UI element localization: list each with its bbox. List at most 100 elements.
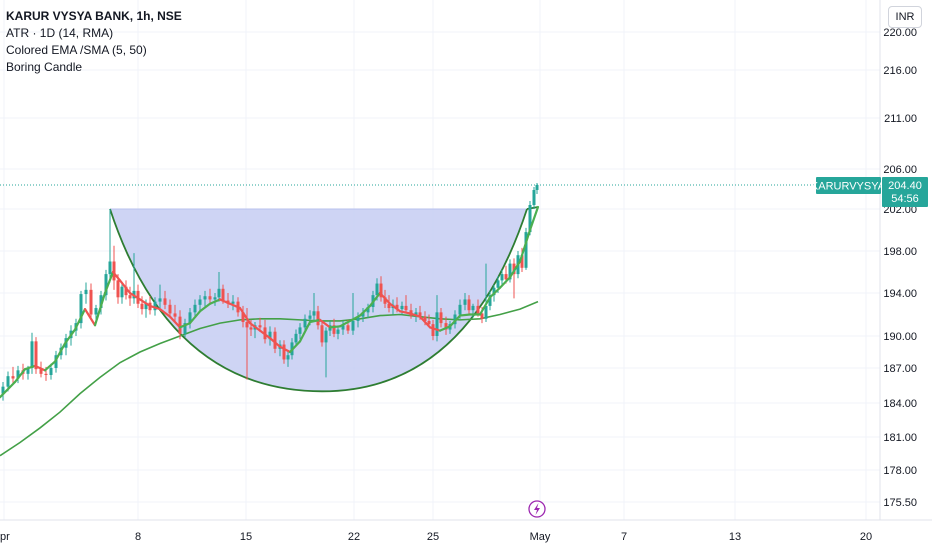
x-tick-label: 22 (348, 531, 360, 543)
y-tick-label: 206.00 (883, 164, 917, 176)
candle (282, 340, 286, 364)
ema-segment (348, 314, 362, 323)
candle (431, 319, 435, 341)
candle (268, 326, 272, 346)
ema-segment (378, 291, 392, 305)
candle (188, 308, 192, 329)
candle (178, 310, 182, 340)
ema-segment (103, 270, 115, 295)
candle (11, 366, 15, 385)
candle (203, 290, 207, 307)
candle (286, 350, 290, 367)
cup-pattern-drawing[interactable] (109, 206, 539, 393)
ema-segment (458, 313, 472, 317)
indicator-atr[interactable]: ATR · 1D (14, RMA) (6, 26, 114, 40)
ema-segment (13, 368, 27, 384)
indicator-boring-candle[interactable]: Boring Candle (6, 60, 83, 74)
y-tick-label: 220.00 (883, 27, 917, 39)
symbol-price-tag: KARURVYSYA (811, 177, 886, 194)
ema-segment (188, 310, 202, 325)
candle (467, 295, 471, 315)
indicator-ema-sma[interactable]: Colored EMA /SMA (5, 50) (6, 43, 147, 57)
ema-segment (418, 315, 432, 329)
ema-segment (63, 328, 77, 345)
y-tick-label: 181.00 (883, 432, 917, 444)
countdown-label: 54:56 (891, 193, 919, 205)
candle (404, 295, 408, 314)
symbol-tag-label: KARURVYSYA (811, 181, 886, 193)
last-price-label: 204.40 (888, 180, 922, 192)
candle (158, 284, 162, 309)
ema-segment (93, 291, 107, 327)
chart-legend: KARUR VYSYA BANK, 1h, NSE ATR · 1D (14, … (6, 8, 182, 76)
ema-segment (478, 296, 492, 316)
candle (298, 323, 302, 340)
candle (112, 245, 116, 290)
ema-segment (288, 340, 302, 354)
candle (79, 290, 83, 329)
ema-segment (428, 326, 442, 332)
x-tick-label: 20 (860, 531, 872, 543)
ema-segment (488, 286, 502, 299)
y-tick-label: 216.00 (883, 65, 917, 77)
ema-segment (198, 302, 212, 313)
candle (336, 326, 340, 340)
x-tick-label: 7 (621, 531, 627, 543)
candle (1, 382, 5, 401)
ema-segment (148, 304, 162, 311)
candle (532, 187, 536, 209)
candle (84, 282, 88, 304)
y-tick-label: 198.00 (883, 246, 917, 258)
lightning-icon[interactable] (528, 500, 546, 518)
candle (16, 365, 20, 384)
candle (463, 293, 467, 311)
ema-segment (23, 364, 37, 371)
ema-segment (518, 228, 532, 263)
ema-segment (238, 306, 252, 325)
candle (366, 303, 370, 318)
ema-segment (128, 291, 142, 301)
candle (351, 293, 355, 335)
ema-segment (158, 308, 172, 318)
ema-segment (368, 291, 382, 307)
cup-curve (109, 208, 528, 393)
candle (104, 269, 108, 301)
symbol-title[interactable]: KARUR VYSYA BANK, 1h, NSE (6, 9, 182, 23)
time-axis[interactable]: pr 8 15 22 25 May 7 13 20 (0, 531, 872, 543)
candle (356, 312, 360, 328)
ema-segment (53, 342, 67, 363)
currency-button[interactable]: INR (888, 6, 922, 28)
candle (241, 305, 245, 328)
candle (128, 286, 132, 306)
ema-segment (208, 298, 222, 305)
ema-segment (73, 308, 87, 331)
ema-segment (118, 279, 132, 295)
cup-fill (110, 209, 527, 392)
ema-segment (448, 314, 462, 328)
candle (435, 295, 439, 342)
candle (173, 304, 177, 321)
x-tick-label: 13 (729, 531, 741, 543)
candle (120, 282, 124, 304)
ema-segment (438, 325, 452, 332)
candle (273, 327, 277, 354)
candle (341, 320, 345, 335)
candle (124, 280, 128, 300)
ema-segment (508, 260, 522, 279)
candle (34, 337, 38, 374)
candle (193, 299, 197, 318)
candle (294, 329, 298, 347)
ema-segment (218, 298, 232, 305)
candle (316, 305, 320, 330)
y-tick-label: 187.00 (883, 363, 917, 375)
ema-segment (308, 318, 322, 324)
ema-segment (258, 329, 272, 340)
ema-segment (168, 315, 182, 329)
sma-path (0, 300, 539, 457)
candle (444, 316, 448, 335)
ema-line (0, 205, 540, 399)
candle (183, 318, 187, 338)
candle (512, 258, 516, 299)
price-axis[interactable]: 175.50 178.00 181.00 184.00 187.00 190.00 194.… (883, 27, 917, 509)
